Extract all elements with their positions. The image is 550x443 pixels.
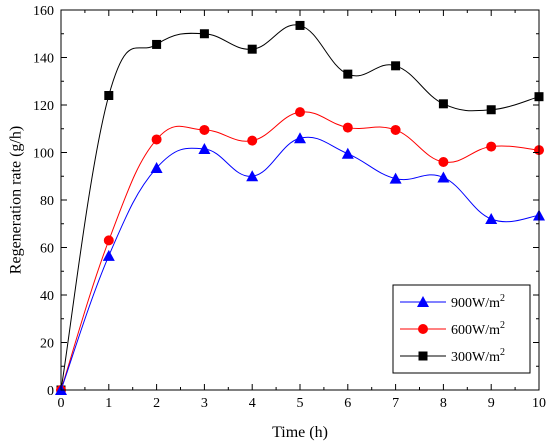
series-line (60, 111, 540, 391)
legend-label: 900W/m2 (451, 293, 505, 311)
data-point (152, 39, 162, 49)
legend-label-superscript: 2 (500, 347, 505, 358)
data-point (150, 161, 163, 173)
data-point (391, 61, 401, 71)
data-point (486, 105, 496, 115)
data-point (199, 29, 209, 39)
legend-label-text: 300W/m (451, 350, 500, 365)
y-tick-label: 80 (40, 194, 54, 209)
series-layer (55, 20, 545, 395)
y-tick-label: 120 (33, 99, 54, 114)
data-point (247, 135, 258, 146)
data-point (343, 69, 353, 79)
legend-marker (418, 351, 428, 361)
data-point (390, 124, 401, 135)
x-tick-label: 1 (105, 396, 112, 411)
x-axis-title: Time (h) (272, 424, 328, 441)
y-tick-label: 60 (40, 242, 54, 257)
data-point (102, 249, 115, 261)
legend-label-text: 600W/m (451, 323, 500, 338)
x-tick-label: 6 (344, 396, 351, 411)
x-tick-label: 5 (297, 396, 304, 411)
data-point (438, 157, 449, 167)
data-point (199, 124, 210, 135)
y-tick-label: 0 (47, 384, 54, 399)
data-point (247, 44, 257, 54)
data-point (486, 141, 497, 152)
legend-label-superscript: 2 (500, 293, 505, 304)
series-triangle (55, 132, 545, 395)
legend-label-text: 900W/m (451, 296, 500, 311)
data-point (342, 122, 353, 133)
series-line (60, 136, 540, 391)
x-tick-label: 4 (249, 396, 256, 411)
legend-label-superscript: 2 (500, 320, 505, 331)
data-point (104, 91, 114, 100)
data-point (438, 99, 448, 109)
legend-marker (417, 296, 429, 307)
data-point (295, 20, 305, 30)
data-point (151, 134, 162, 145)
legend-item: 600W/m2 (400, 320, 505, 338)
y-tick-label: 160 (33, 4, 54, 19)
x-tick-label: 2 (153, 396, 160, 411)
y-tick-label: 20 (40, 337, 54, 352)
data-point (246, 170, 259, 182)
data-point (103, 235, 114, 246)
x-tick-label: 3 (201, 396, 208, 411)
data-point (485, 213, 498, 224)
data-point (437, 171, 450, 183)
x-tick-label: 0 (58, 396, 65, 411)
data-point (294, 132, 306, 144)
legend-item: 300W/m2 (400, 347, 505, 365)
y-tick-label: 40 (40, 289, 54, 304)
data-point (389, 172, 402, 184)
x-tick-label: 8 (440, 396, 447, 411)
y-tick-label: 100 (33, 147, 54, 162)
legend-item: 900W/m2 (400, 293, 505, 311)
legend-marker (418, 324, 428, 334)
data-point (295, 107, 305, 118)
legend-label: 300W/m2 (451, 347, 505, 365)
legend-label: 600W/m2 (451, 320, 505, 338)
data-point (198, 142, 211, 154)
series-circle (56, 107, 544, 395)
y-axis-title: Regeneration rate (g/h) (8, 126, 25, 274)
y-tick-label: 140 (33, 52, 54, 67)
x-tick-label: 7 (392, 396, 399, 411)
x-tick-label: 9 (488, 396, 495, 411)
data-point (341, 147, 354, 159)
x-tick-label: 10 (532, 396, 546, 411)
